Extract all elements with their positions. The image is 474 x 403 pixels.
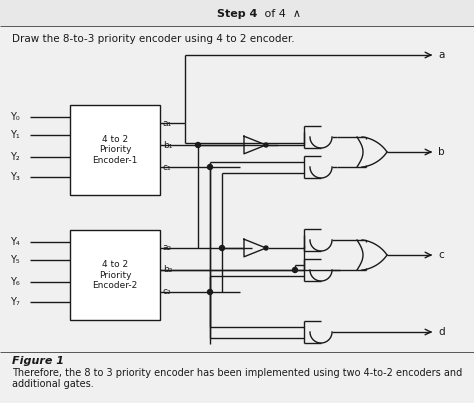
Text: Figure 1: Figure 1 [12,356,64,366]
Text: of 4  ∧: of 4 ∧ [261,9,301,19]
Text: 4 to 2
Priority
Encoder-2: 4 to 2 Priority Encoder-2 [92,260,137,290]
Text: Y₀: Y₀ [10,112,20,122]
Text: Y₁: Y₁ [10,130,20,140]
Text: d: d [438,327,445,337]
Text: a: a [438,50,444,60]
Circle shape [208,289,212,295]
FancyBboxPatch shape [70,230,160,320]
Text: c₂: c₂ [163,287,172,297]
Text: Y₂: Y₂ [10,152,20,162]
Text: b₁: b₁ [163,141,173,150]
Text: c: c [438,250,444,260]
Circle shape [195,143,201,147]
Text: Y₄: Y₄ [10,237,20,247]
Circle shape [292,268,298,272]
Text: Step 4: Step 4 [217,9,257,19]
Text: c₁: c₁ [163,162,172,172]
Text: Therefore, the 8 to 3 priority encoder has been implemented using two 4-to-2 enc: Therefore, the 8 to 3 priority encoder h… [12,368,462,378]
Text: Y₆: Y₆ [10,277,20,287]
Circle shape [219,245,225,251]
Circle shape [264,143,268,147]
Text: a₂: a₂ [163,243,172,253]
Text: b: b [438,147,445,157]
Text: Y₇: Y₇ [10,297,20,307]
FancyBboxPatch shape [70,105,160,195]
Circle shape [208,164,212,170]
Text: Draw the 8-to-3 priority encoder using 4 to 2 encoder.: Draw the 8-to-3 priority encoder using 4… [12,34,295,44]
Text: Y₃: Y₃ [10,172,20,182]
Text: 4 to 2
Priority
Encoder-1: 4 to 2 Priority Encoder-1 [92,135,137,165]
Text: b₂: b₂ [163,266,173,274]
FancyBboxPatch shape [0,0,474,26]
Text: additional gates.: additional gates. [12,379,94,389]
Circle shape [264,246,268,250]
Text: a₁: a₁ [163,118,172,127]
Text: Y₅: Y₅ [10,255,19,265]
